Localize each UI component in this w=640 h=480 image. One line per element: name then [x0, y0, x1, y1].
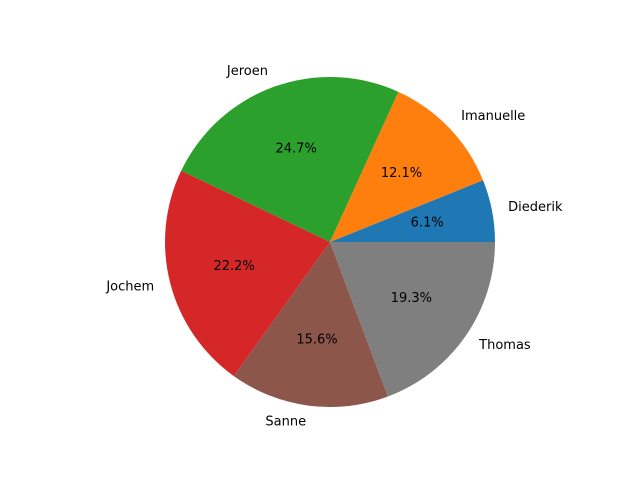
- category-label-jeroen: Jeroen: [226, 64, 268, 79]
- pie-slice-jochem: [165, 170, 330, 377]
- pie-slices: [165, 76, 495, 407]
- category-label-jochem: Jochem: [105, 280, 154, 295]
- percentage-label-sanne: 15.6%: [296, 333, 337, 348]
- pie-slice-sanne: [233, 242, 388, 407]
- percentage-label-jeroen: 24.7%: [276, 141, 317, 156]
- category-label-sanne: Sanne: [265, 414, 306, 429]
- percentage-label-diederik: 6.1%: [411, 216, 444, 231]
- category-label-thomas: Thomas: [478, 338, 531, 353]
- percentage-label-imanuelle: 12.1%: [381, 166, 422, 181]
- category-label-diederik: Diederik: [508, 200, 563, 215]
- pie-slice-thomas: [330, 242, 495, 397]
- pie-slice-diederik: [330, 180, 495, 242]
- percentage-label-thomas: 19.3%: [391, 291, 432, 306]
- category-labels: Diederik Imanuelle Jeroen Jochem Sanne Thomas: [105, 64, 563, 430]
- category-label-imanuelle: Imanuelle: [461, 109, 525, 124]
- pie-slice-jeroen: [181, 76, 399, 242]
- percentage-label-jochem: 22.2%: [213, 259, 254, 274]
- percentage-labels: 6.1% 12.1% 24.7% 22.2% 15.6% 19.3%: [213, 141, 443, 347]
- pie-slice-imanuelle: [330, 91, 484, 242]
